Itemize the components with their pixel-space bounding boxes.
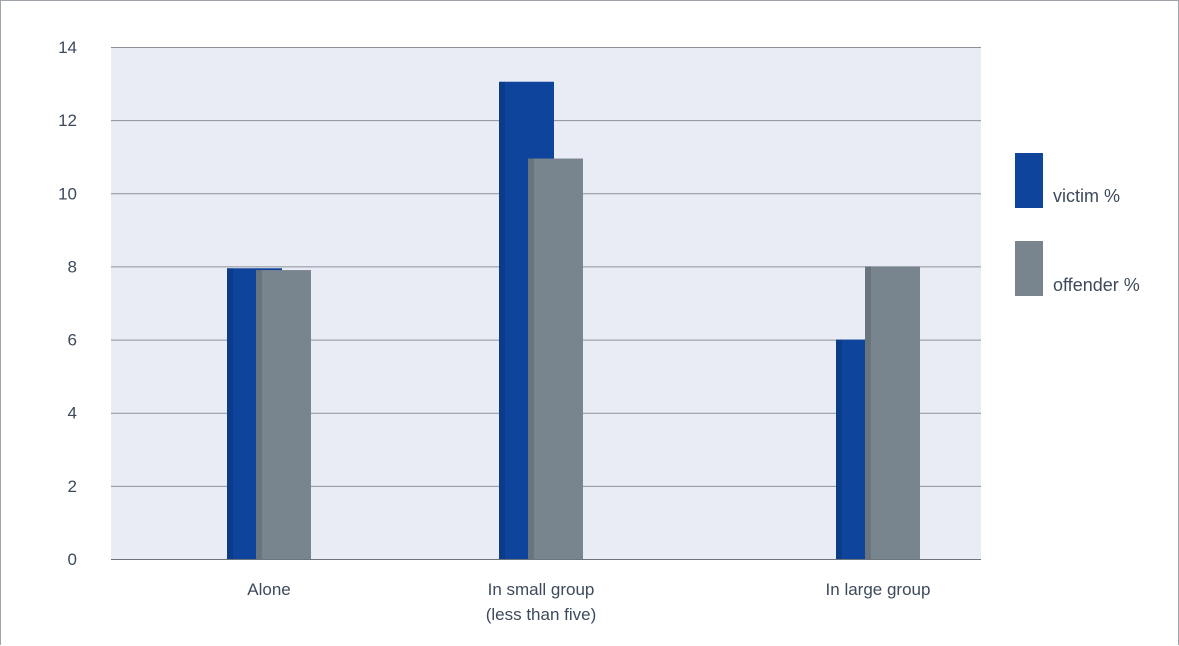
bar-fill — [256, 270, 311, 559]
legend: victim % offender % — [1015, 153, 1140, 296]
x-category-label: Alone — [247, 580, 290, 599]
bar-shade — [528, 158, 534, 560]
bar-offender-1 — [528, 158, 583, 560]
bar-shade — [836, 339, 842, 559]
x-category-label: (less than five) — [486, 605, 597, 624]
y-tick-label: 6 — [68, 331, 77, 350]
bar-shade — [499, 81, 505, 559]
y-tick-label: 12 — [58, 111, 77, 130]
legend-swatch — [1015, 153, 1043, 208]
bars — [227, 81, 920, 560]
bar-fill — [528, 158, 583, 560]
legend-swatch — [1015, 241, 1043, 296]
y-tick-label: 10 — [58, 184, 77, 203]
x-category-label: In large group — [826, 580, 931, 599]
x-axis: Alone In small group (less than five) In la… — [111, 559, 981, 624]
y-tick-label: 2 — [68, 477, 77, 496]
y-tick-label: 8 — [68, 257, 77, 276]
legend-item-offender: offender % — [1015, 241, 1140, 296]
y-tick-label: 0 — [68, 550, 77, 569]
legend-item-victim: victim % — [1015, 153, 1120, 208]
y-tick-label: 4 — [68, 404, 77, 423]
x-category-label: In small group — [488, 580, 595, 599]
bar-shade — [227, 268, 233, 559]
bar-offender-0 — [256, 270, 311, 559]
legend-label: victim % — [1053, 186, 1120, 206]
bar-shade — [865, 266, 871, 559]
bar-fill — [865, 266, 920, 559]
y-tick-label: 14 — [58, 38, 77, 57]
bar-shade — [256, 270, 262, 559]
bar-offender-2 — [865, 266, 920, 559]
y-axis: 0 2 4 6 8 10 12 14 — [58, 38, 77, 569]
legend-label: offender % — [1053, 275, 1140, 295]
